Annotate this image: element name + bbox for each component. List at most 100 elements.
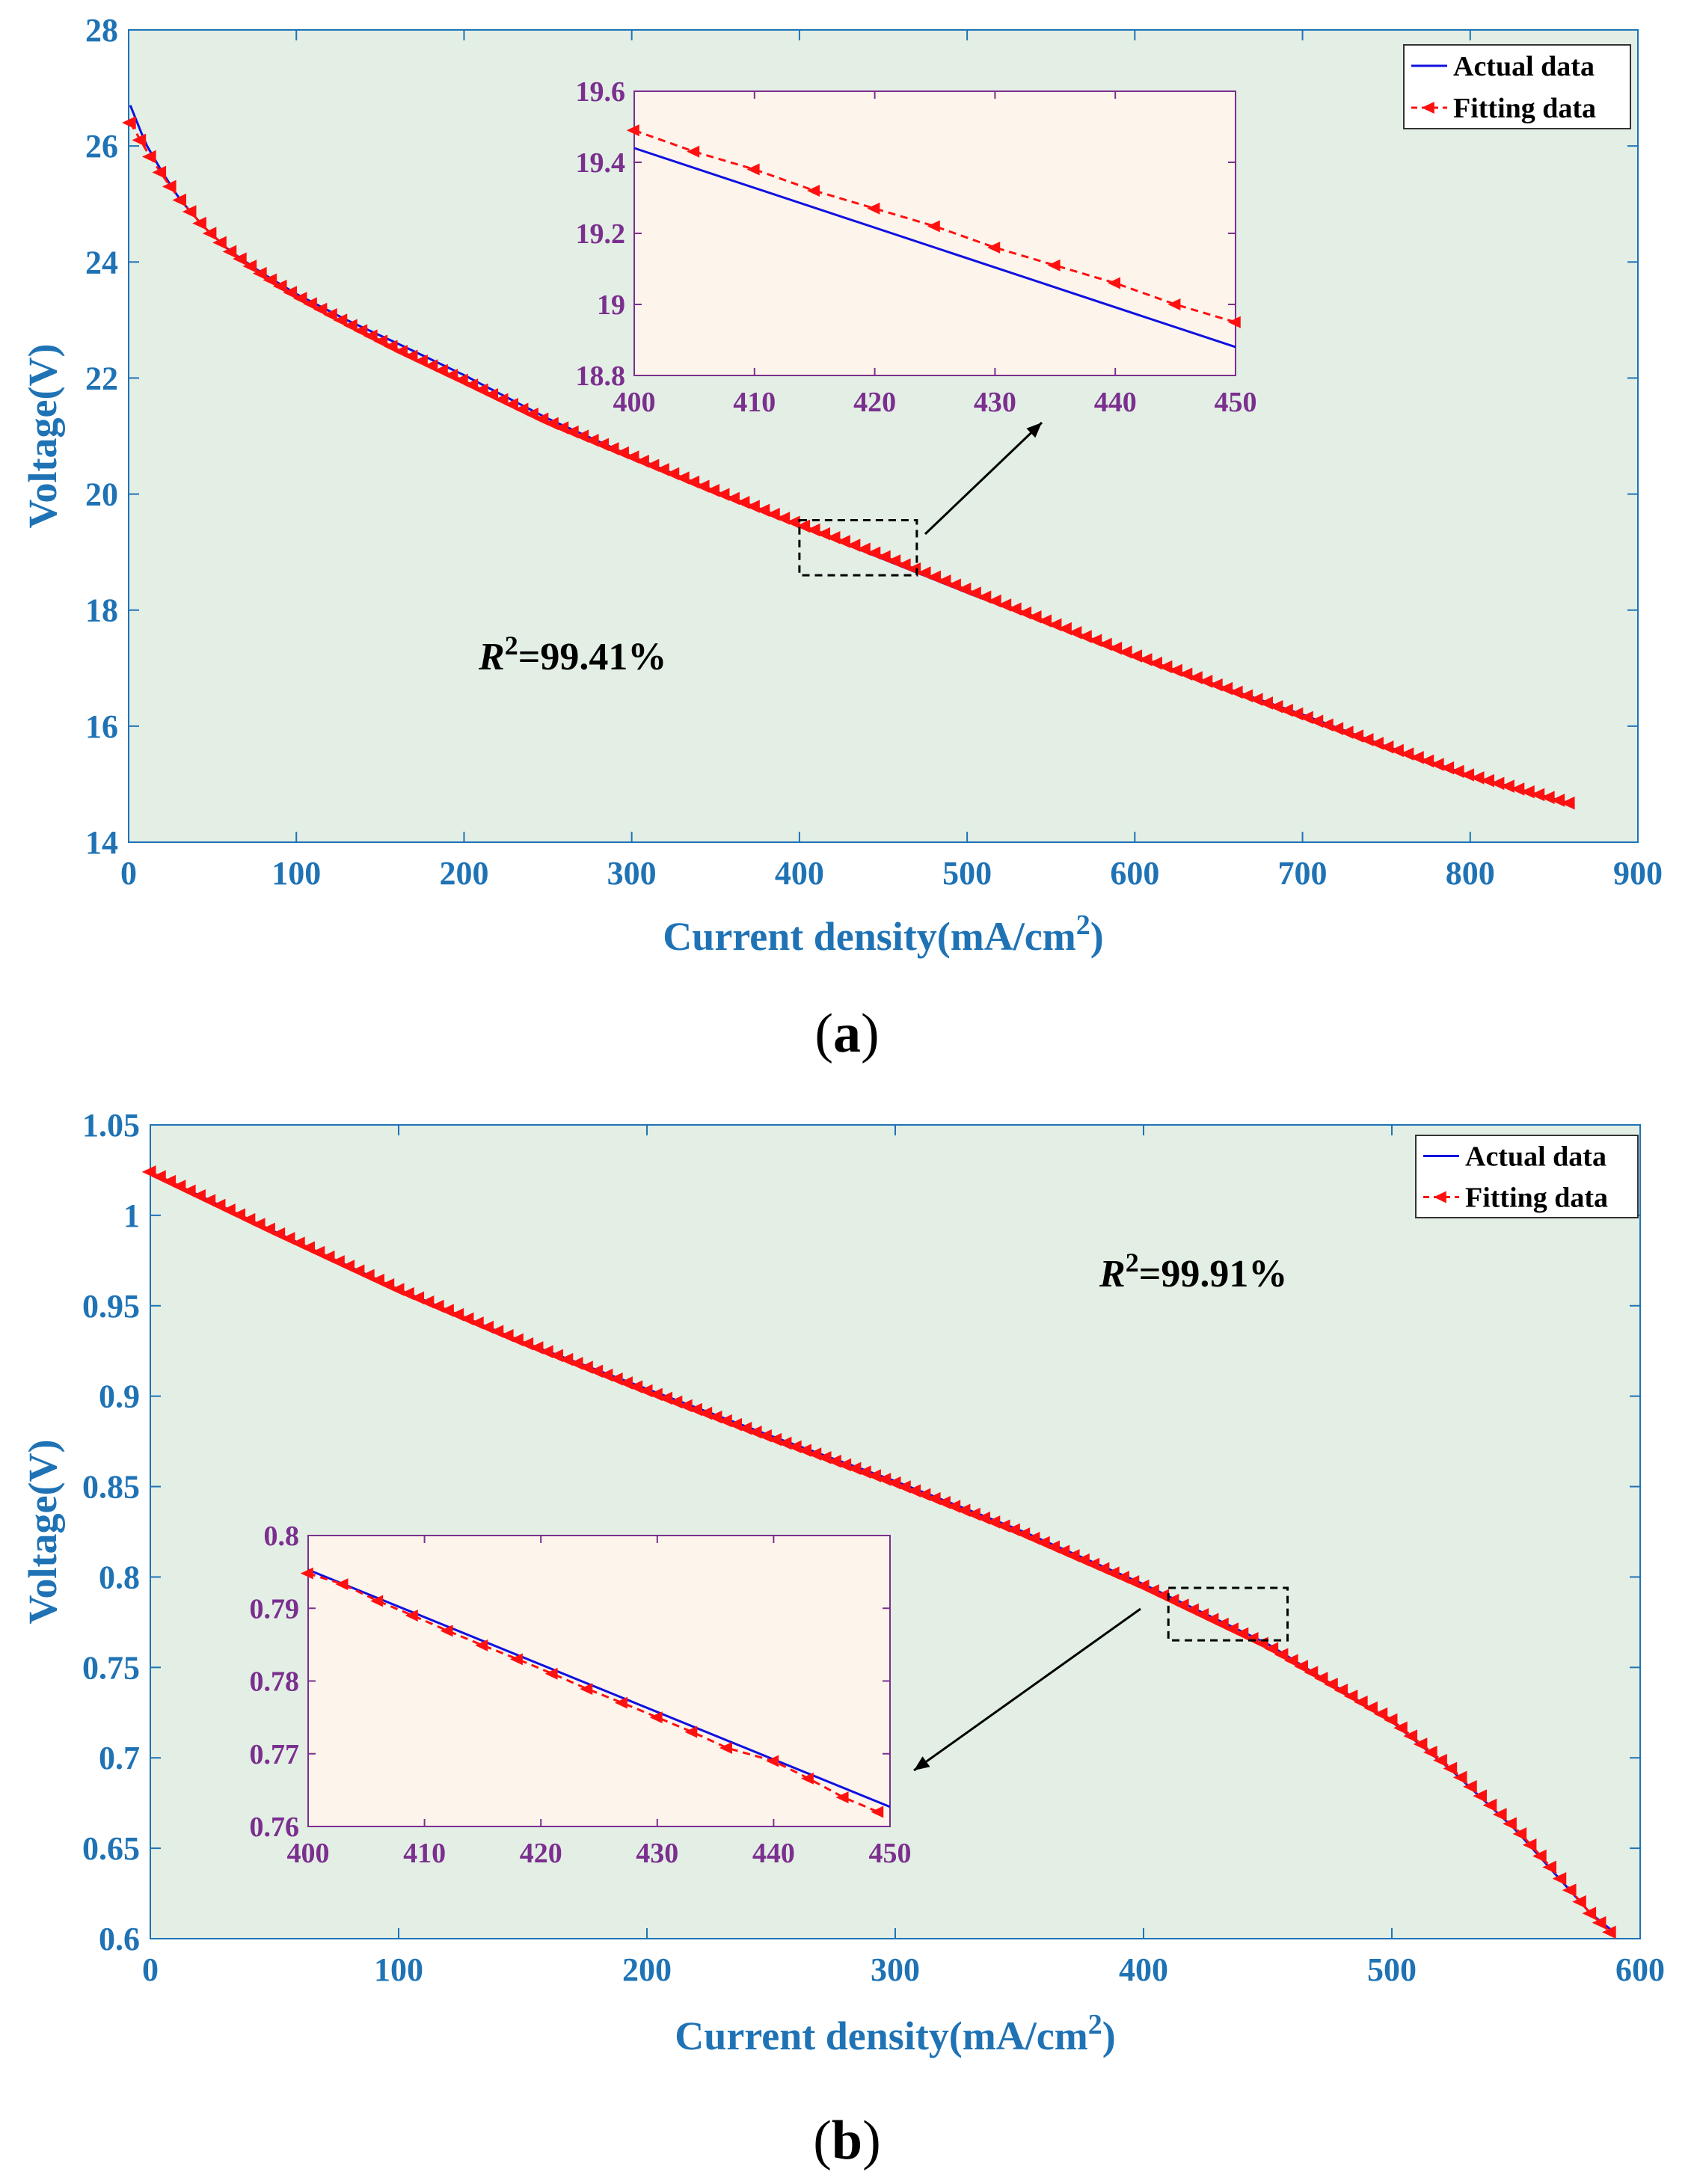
y-tick-label: 18: [85, 592, 118, 629]
legend-fitting-marker: [1421, 102, 1434, 114]
fitting-marker: [514, 402, 529, 417]
fitting-marker: [122, 116, 136, 129]
legend: Actual data Fitting data: [1403, 44, 1631, 129]
fitting-marker: [766, 507, 780, 521]
fitting-marker: [162, 1174, 177, 1188]
fitting-marker: [1473, 1789, 1488, 1803]
inset-fitting-marker: [800, 1772, 814, 1785]
fitting-marker: [1399, 747, 1414, 761]
fitting-marker: [212, 236, 227, 250]
inset-area: [307, 1535, 891, 1827]
x-tick-label: 400: [775, 855, 824, 892]
inset-x-tick-label: 430: [636, 1838, 678, 1869]
fitting-marker: [1339, 726, 1354, 739]
fitting-marker: [715, 488, 730, 501]
fitting-marker: [519, 1337, 534, 1351]
fitting-marker: [897, 1480, 911, 1494]
fitting-marker: [489, 1325, 504, 1338]
fitting-marker: [1085, 1557, 1100, 1571]
fitting-marker: [162, 180, 177, 194]
inset-fitting-marker: [684, 1726, 698, 1738]
fitting-marker: [628, 1380, 643, 1393]
fitting-marker: [233, 252, 247, 266]
fitting-marker: [986, 1515, 1001, 1529]
fitting-marker: [987, 594, 1001, 608]
fitting-marker: [1369, 737, 1384, 750]
fitting-marker: [936, 1496, 951, 1509]
fitting-marker: [1168, 663, 1182, 678]
fitting-marker: [1520, 785, 1535, 799]
fitting-marker: [1037, 614, 1052, 628]
fitting-marker: [313, 302, 328, 316]
chart-b: 0 100 200 300 400 500 600 0.6 0.65 0.7 0.75 0.8 0.85…: [20, 1107, 1665, 2058]
fitting-marker: [847, 1461, 862, 1476]
fitting-marker: [946, 1500, 961, 1513]
fitting-marker: [735, 495, 750, 509]
fitting-marker: [1393, 1721, 1408, 1735]
series-fitting-markers: [141, 1165, 1616, 1939]
fitting-marker: [182, 205, 197, 218]
fitting-marker: [936, 574, 951, 588]
fitting-marker: [333, 313, 348, 327]
r-squared-annotation: R2=99.91%: [1099, 1248, 1287, 1295]
inset-x-tick-label: 430: [974, 387, 1016, 418]
inset-x-tick-label: 400: [287, 1838, 330, 1869]
inset-fitting-marker: [1167, 298, 1181, 310]
fitting-marker: [222, 245, 237, 259]
fitting-marker: [785, 515, 800, 530]
y-tick-label: 0.65: [82, 1830, 140, 1867]
fitting-marker: [370, 1273, 384, 1287]
fitting-marker: [655, 463, 669, 476]
fitting-marker: [292, 292, 307, 305]
fitting-marker: [393, 345, 408, 358]
inset-fitting-marker: [614, 1696, 627, 1709]
fitting-marker: [1443, 1761, 1458, 1776]
inset-x-tick-label: 400: [613, 387, 656, 418]
inset-fitting-marker: [580, 1683, 593, 1696]
inset-y-tick-label: 0.76: [250, 1812, 300, 1843]
inset-fitting-marker: [1227, 316, 1241, 328]
fitting-marker: [1025, 1531, 1040, 1545]
fitting-marker: [390, 1283, 405, 1296]
fitting-marker: [1125, 1574, 1140, 1589]
y-tick-label: 0.8: [99, 1559, 140, 1595]
fitting-marker: [1268, 700, 1283, 714]
fitting-marker: [221, 1203, 236, 1217]
fitting-marker: [350, 1264, 365, 1278]
legend-box: [1403, 44, 1631, 129]
fitting-marker: [141, 1165, 156, 1179]
fitting-marker: [856, 542, 871, 556]
fitting-marker: [363, 329, 378, 343]
fitting-marker: [635, 454, 649, 468]
fitting-marker: [906, 1484, 921, 1497]
fitting-marker: [291, 1236, 305, 1250]
y-tick-label: 0.7: [99, 1740, 140, 1776]
fitting-marker: [484, 387, 499, 402]
fitting-marker: [1098, 637, 1112, 651]
fitting-marker: [340, 1260, 355, 1273]
fitting-marker: [877, 1473, 892, 1486]
inset-x-tick-label: 420: [853, 387, 896, 418]
inset-fitting-marker: [927, 220, 940, 233]
fitting-marker: [927, 570, 942, 584]
fitting-marker: [896, 558, 911, 572]
fitting-marker: [836, 535, 850, 548]
zoom-arrow: [924, 421, 1043, 536]
fitting-marker: [1128, 649, 1143, 663]
fitting-marker: [141, 150, 156, 164]
inset-fitting-marker: [649, 1711, 663, 1724]
fitting-marker: [1194, 1608, 1209, 1622]
legend-actual-label: Actual data: [1453, 51, 1595, 82]
fitting-marker: [1390, 743, 1404, 758]
fitting-marker: [1299, 711, 1313, 725]
fitting-marker: [916, 1488, 931, 1502]
fitting-marker: [648, 1387, 663, 1402]
fitting-marker: [777, 1436, 792, 1450]
fitting-marker: [1313, 1672, 1328, 1685]
fitting-marker: [1490, 776, 1505, 791]
inset-fitting-marker: [405, 1609, 418, 1622]
y-tick-label: 0.9: [99, 1378, 140, 1415]
y-tick-label: 0.6: [99, 1921, 140, 1957]
fitting-marker: [241, 1212, 256, 1227]
fitting-marker: [1259, 696, 1273, 710]
